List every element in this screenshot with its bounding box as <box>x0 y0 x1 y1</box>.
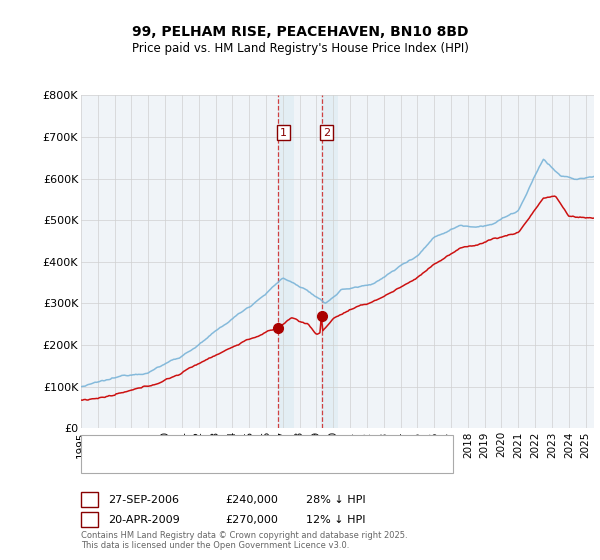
Text: 20-APR-2009: 20-APR-2009 <box>108 515 180 525</box>
Text: 2: 2 <box>323 128 330 138</box>
Text: HPI: Average price, detached house, Lewes: HPI: Average price, detached house, Lewe… <box>114 459 339 469</box>
Text: 99, PELHAM RISE, PEACEHAVEN, BN10 8BD: 99, PELHAM RISE, PEACEHAVEN, BN10 8BD <box>132 25 468 39</box>
Text: Contains HM Land Registry data © Crown copyright and database right 2025.
This d: Contains HM Land Registry data © Crown c… <box>81 530 407 550</box>
Text: 1: 1 <box>86 494 93 505</box>
Text: 2: 2 <box>86 515 93 525</box>
Bar <box>278 95 295 428</box>
Text: 28% ↓ HPI: 28% ↓ HPI <box>306 494 365 505</box>
Text: Price paid vs. HM Land Registry's House Price Index (HPI): Price paid vs. HM Land Registry's House … <box>131 42 469 55</box>
Text: 27-SEP-2006: 27-SEP-2006 <box>108 494 179 505</box>
Text: £270,000: £270,000 <box>225 515 278 525</box>
Text: ——: —— <box>87 439 115 453</box>
Text: 99, PELHAM RISE, PEACEHAVEN, BN10 8BD (detached house): 99, PELHAM RISE, PEACEHAVEN, BN10 8BD (d… <box>114 441 433 451</box>
Text: ——: —— <box>87 457 115 470</box>
Text: 1: 1 <box>280 128 287 138</box>
Bar <box>320 95 338 428</box>
Text: 12% ↓ HPI: 12% ↓ HPI <box>306 515 365 525</box>
Text: £240,000: £240,000 <box>225 494 278 505</box>
